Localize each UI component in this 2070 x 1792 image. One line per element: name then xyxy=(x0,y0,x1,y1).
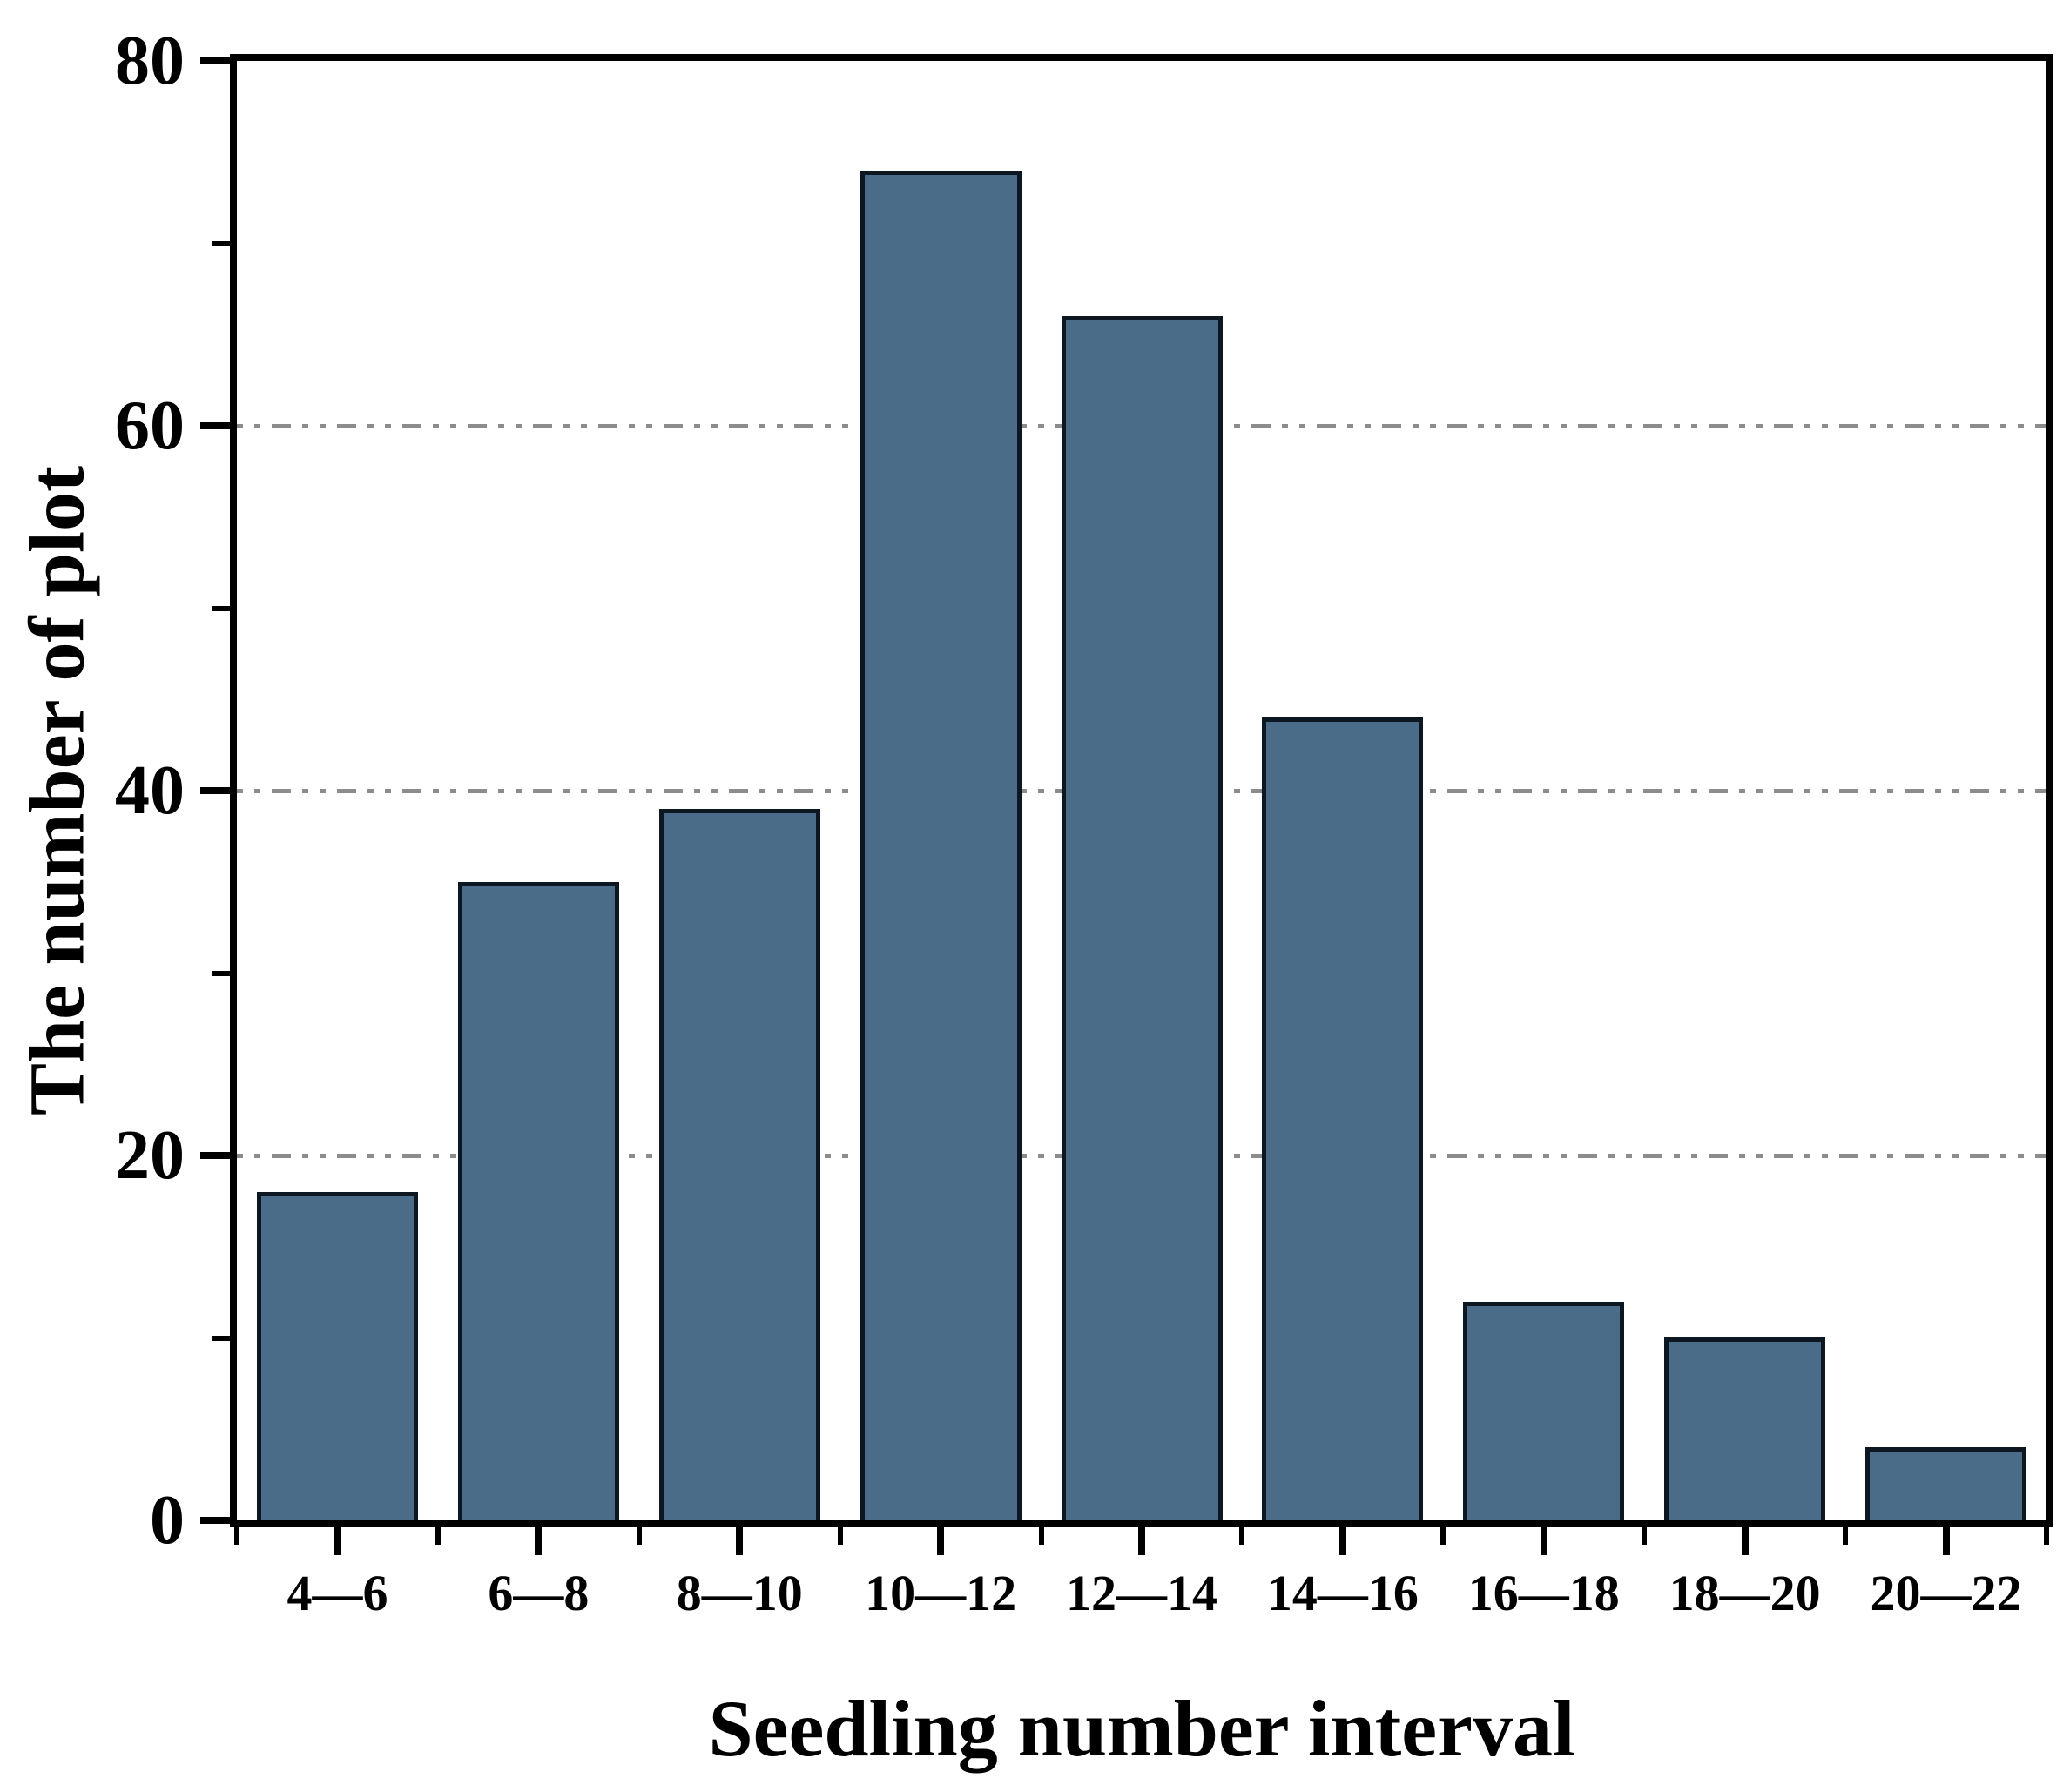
x-minor-tick-8 xyxy=(1843,1527,1849,1545)
y-major-tick-60 xyxy=(200,422,230,429)
y-minor-tick-10 xyxy=(212,1335,230,1341)
x-minor-tick-7 xyxy=(1642,1527,1648,1545)
x-major-tick-4—6 xyxy=(334,1527,341,1555)
x-major-tick-8—10 xyxy=(736,1527,744,1555)
y-minor-tick-50 xyxy=(212,605,230,611)
x-major-tick-18—20 xyxy=(1741,1527,1749,1555)
y-tick-label-40: 40 xyxy=(115,752,185,829)
x-major-tick-14—16 xyxy=(1338,1527,1346,1555)
bar-8—10 xyxy=(658,809,820,1520)
y-tick-label-60: 60 xyxy=(115,387,185,464)
y-minor-tick-30 xyxy=(212,970,230,976)
bar-20—22 xyxy=(1865,1447,2027,1520)
x-tick-label-8—10: 8—10 xyxy=(676,1565,803,1621)
bar-18—20 xyxy=(1664,1337,1826,1520)
bar-10—12 xyxy=(860,171,1022,1520)
y-major-tick-40 xyxy=(200,787,230,794)
plot-area xyxy=(230,54,2053,1527)
bar-12—14 xyxy=(1061,316,1223,1520)
y-minor-tick-70 xyxy=(212,240,230,246)
x-minor-tick-9 xyxy=(2044,1527,2049,1545)
x-axis-title: Seedling number interval xyxy=(708,1684,1575,1773)
x-tick-label-6—8: 6—8 xyxy=(488,1565,590,1621)
x-major-tick-6—8 xyxy=(535,1527,543,1555)
x-tick-label-18—20: 18—20 xyxy=(1669,1565,1821,1621)
x-minor-tick-1 xyxy=(435,1527,441,1545)
y-tick-label-20: 20 xyxy=(115,1117,185,1194)
x-minor-tick-4 xyxy=(1038,1527,1044,1545)
y-major-tick-0 xyxy=(200,1517,230,1524)
x-major-tick-12—14 xyxy=(1138,1527,1145,1555)
x-major-tick-10—12 xyxy=(937,1527,945,1555)
x-minor-tick-3 xyxy=(837,1527,843,1545)
bar-6—8 xyxy=(457,882,619,1520)
x-minor-tick-6 xyxy=(1440,1527,1446,1545)
y-tick-label-80: 80 xyxy=(115,23,185,99)
y-tick-label-0: 0 xyxy=(150,1482,185,1559)
x-minor-tick-5 xyxy=(1239,1527,1245,1545)
x-tick-label-10—12: 10—12 xyxy=(865,1565,1017,1621)
x-tick-label-4—6: 4—6 xyxy=(287,1565,388,1621)
bar-16—18 xyxy=(1463,1302,1625,1520)
x-major-tick-20—22 xyxy=(1942,1527,1950,1555)
y-major-tick-80 xyxy=(200,57,230,64)
x-major-tick-16—18 xyxy=(1540,1527,1547,1555)
bar-4—6 xyxy=(256,1192,418,1520)
x-tick-label-20—22: 20—22 xyxy=(1870,1565,2022,1621)
y-major-tick-20 xyxy=(200,1152,230,1159)
x-minor-tick-2 xyxy=(636,1527,642,1545)
bar-14—16 xyxy=(1262,717,1424,1520)
x-minor-tick-0 xyxy=(234,1527,239,1545)
x-tick-label-14—16: 14—16 xyxy=(1266,1565,1419,1621)
x-tick-label-12—14: 12—14 xyxy=(1066,1565,1217,1621)
x-tick-label-16—18: 16—18 xyxy=(1467,1565,1620,1621)
